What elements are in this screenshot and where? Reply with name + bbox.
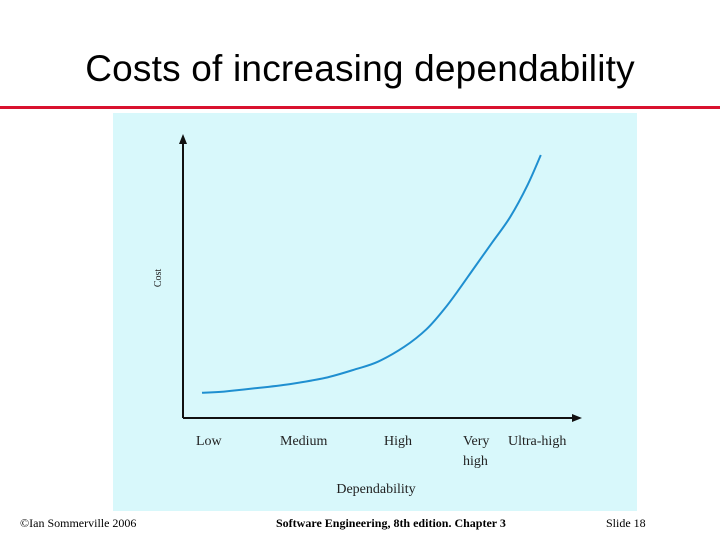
x-tick-label: Medium — [280, 434, 328, 449]
x-tick-label: High — [384, 434, 412, 449]
x-tick-label: Very high — [463, 434, 489, 469]
title-rule — [0, 106, 720, 109]
y-axis-label: Cost — [153, 269, 164, 288]
y-axis-arrowhead — [179, 134, 187, 144]
x-tick-label: Low — [196, 434, 223, 449]
cost-dependability-chart: Cost Low Medium High Very high Ultra-high Dep… — [153, 134, 582, 497]
footer-slide-number: Slide 18 — [606, 516, 646, 530]
x-tick-label: Ultra-high — [508, 434, 566, 449]
footer-book-title: Software Engineering, 8th edition. Chapt… — [276, 516, 506, 530]
slide-title: Costs of increasing dependability — [85, 48, 635, 89]
chart-panel: Cost Low Medium High Very high Ultra-high Dep… — [113, 113, 637, 511]
x-tick-labels: Low Medium High Very high Ultra-high — [196, 434, 566, 469]
x-axis-arrowhead — [572, 414, 582, 422]
x-axis-title: Dependability — [336, 482, 415, 497]
cost-curve-line — [201, 154, 542, 394]
footer-copyright: ©Ian Sommerville 2006 — [20, 516, 137, 530]
